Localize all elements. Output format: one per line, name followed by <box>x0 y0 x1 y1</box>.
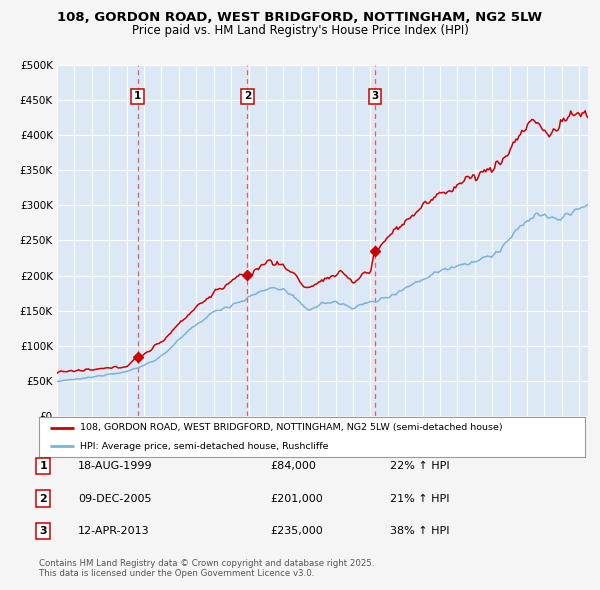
Text: HPI: Average price, semi-detached house, Rushcliffe: HPI: Average price, semi-detached house,… <box>80 442 328 451</box>
Text: 22% ↑ HPI: 22% ↑ HPI <box>390 461 449 471</box>
Text: £201,000: £201,000 <box>270 494 323 503</box>
Text: 3: 3 <box>371 91 379 101</box>
Text: 09-DEC-2005: 09-DEC-2005 <box>78 494 151 503</box>
Text: 18-AUG-1999: 18-AUG-1999 <box>78 461 152 471</box>
Text: 3: 3 <box>40 526 47 536</box>
Text: 108, GORDON ROAD, WEST BRIDGFORD, NOTTINGHAM, NG2 5LW (semi-detached house): 108, GORDON ROAD, WEST BRIDGFORD, NOTTIN… <box>80 424 503 432</box>
Text: Price paid vs. HM Land Registry's House Price Index (HPI): Price paid vs. HM Land Registry's House … <box>131 24 469 37</box>
Text: 1: 1 <box>134 91 141 101</box>
Text: 12-APR-2013: 12-APR-2013 <box>78 526 149 536</box>
Text: Contains HM Land Registry data © Crown copyright and database right 2025.
This d: Contains HM Land Registry data © Crown c… <box>39 559 374 578</box>
Text: 108, GORDON ROAD, WEST BRIDGFORD, NOTTINGHAM, NG2 5LW: 108, GORDON ROAD, WEST BRIDGFORD, NOTTIN… <box>58 11 542 24</box>
Text: £235,000: £235,000 <box>270 526 323 536</box>
Text: 2: 2 <box>244 91 251 101</box>
Text: 38% ↑ HPI: 38% ↑ HPI <box>390 526 449 536</box>
Text: £84,000: £84,000 <box>270 461 316 471</box>
Text: 1: 1 <box>40 461 47 471</box>
Text: 21% ↑ HPI: 21% ↑ HPI <box>390 494 449 503</box>
Text: 2: 2 <box>40 494 47 503</box>
